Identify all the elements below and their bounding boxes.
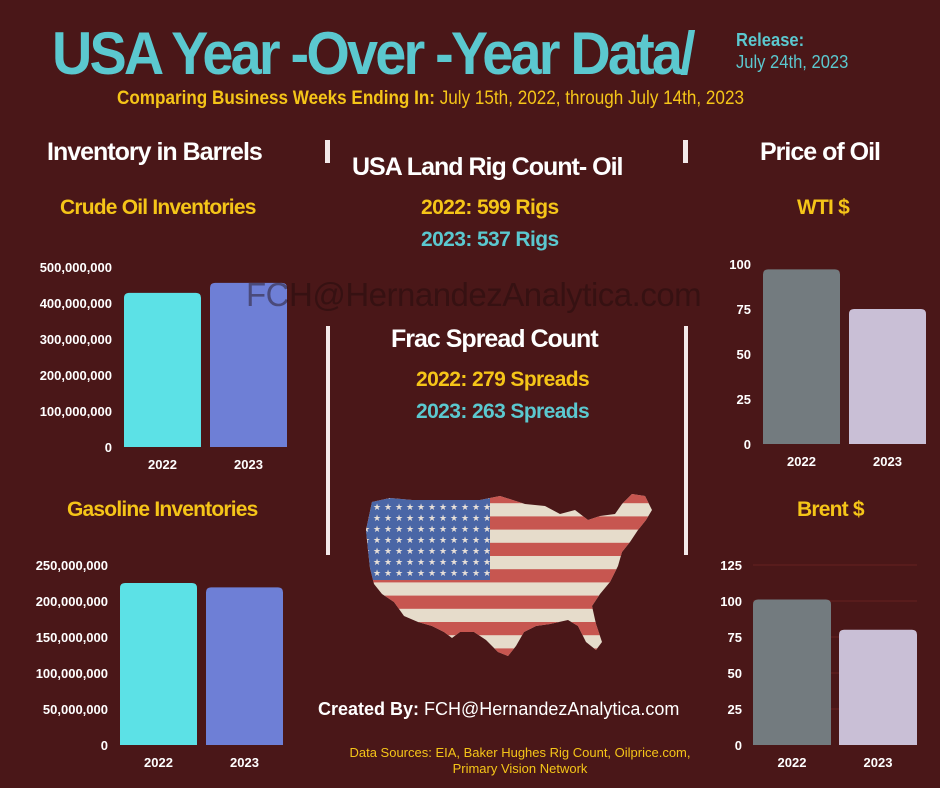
release-date: July 24th, 2023 (736, 52, 849, 72)
watermark: FCH@HernandezAnalytica.com (246, 276, 702, 313)
x-tick-label: 2023 (230, 755, 259, 770)
y-tick-label: 400,000,000 (40, 296, 112, 311)
y-tick-label: 75 (737, 302, 751, 317)
flag-stripe-red (366, 648, 652, 656)
data-sources: Data Sources: EIA, Baker Hughes Rig Coun… (330, 745, 710, 777)
x-tick-label: 2023 (234, 457, 263, 472)
brent-chart-title: Brent $ (797, 498, 865, 521)
frac-heading: Frac Spread Count (391, 325, 599, 353)
flag-stripe-red (366, 595, 652, 609)
divider-top-left (325, 140, 330, 163)
y-tick-label: 100,000,000 (40, 404, 112, 419)
created-by: Created By: FCH@HernandezAnalytica.com (318, 699, 679, 720)
divider-top-right (683, 140, 688, 163)
data-sources-line-1: Data Sources: EIA, Baker Hughes Rig Coun… (349, 745, 691, 760)
y-tick-label: 50 (728, 666, 742, 681)
bar-crude-2023 (210, 282, 287, 447)
subtitle: Comparing Business Weeks Ending In: July… (117, 88, 744, 110)
created-by-label: Created By: (318, 699, 420, 719)
wti-chart-title: WTI $ (797, 196, 850, 219)
bar-wti-2022 (763, 269, 840, 444)
x-tick-label: 2023 (864, 755, 893, 770)
subtitle-bold: Comparing Business Weeks Ending In: (117, 88, 435, 109)
release-label: Release: (736, 30, 805, 50)
price-heading: Price of Oil (760, 138, 881, 166)
data-sources-line-2: Primary Vision Network (452, 761, 588, 776)
y-tick-label: 250,000,000 (36, 558, 108, 573)
bar-wti-2023 (849, 309, 926, 444)
divider-right (684, 326, 688, 555)
created-by-email: FCH@HernandezAnalytica.com (419, 699, 680, 719)
y-tick-label: 75 (728, 630, 742, 645)
y-tick-label: 0 (744, 437, 751, 452)
rig-count-2022: 2022: 599 Rigs (421, 196, 559, 219)
y-tick-label: 50,000,000 (43, 702, 108, 717)
gasoline-chart-title: Gasoline Inventories (67, 498, 258, 521)
frac-count-2023: 2023: 263 Spreads (416, 400, 590, 423)
brent-chart: 0 25 50 75 100 125 2022 2023 (720, 558, 917, 770)
x-tick-label: 2023 (873, 454, 902, 469)
y-tick-label: 50 (737, 347, 751, 362)
page-title: USA Year -Over -Year Data/ (52, 20, 696, 87)
y-tick-label: 25 (737, 392, 751, 407)
y-tick-label: 100,000,000 (36, 666, 108, 681)
rig-count-2023: 2023: 537 Rigs (421, 228, 559, 251)
y-tick-label: 125 (720, 558, 742, 573)
y-tick-label: 500,000,000 (40, 260, 112, 275)
y-tick-label: 150,000,000 (36, 630, 108, 645)
rig-count-heading: USA Land Rig Count- Oil (352, 153, 623, 181)
x-tick-label: 2022 (144, 755, 173, 770)
crude-oil-chart: 0 100,000,000 200,000,000 300,000,000 400,00… (40, 260, 287, 472)
crude-chart-title: Crude Oil Inventories (60, 196, 256, 219)
bar-crude-2022 (124, 292, 201, 447)
bar-gasoline-2023 (206, 587, 283, 745)
gasoline-chart: 0 50,000,000 100,000,000 150,000,000 200,000… (36, 558, 283, 770)
y-tick-label: 0 (735, 738, 742, 753)
x-tick-label: 2022 (787, 454, 816, 469)
bar-brent-2022 (753, 599, 831, 745)
y-tick-label: 200,000,000 (36, 594, 108, 609)
y-tick-label: 0 (105, 440, 112, 455)
x-tick-label: 2022 (778, 755, 807, 770)
frac-count-2022: 2022: 279 Spreads (416, 368, 590, 391)
y-tick-label: 25 (728, 702, 742, 717)
flag-stripe-red (366, 622, 652, 636)
y-tick-label: 0 (101, 738, 108, 753)
divider-left (326, 326, 330, 555)
inventory-heading: Inventory in Barrels (47, 138, 263, 166)
y-tick-label: 300,000,000 (40, 332, 112, 347)
x-tick-label: 2022 (148, 457, 177, 472)
bar-brent-2023 (839, 629, 917, 745)
wti-chart: 0 25 50 75 100 2022 2023 (729, 257, 926, 469)
y-tick-label: 100 (729, 257, 751, 272)
y-tick-label: 100 (720, 594, 742, 609)
subtitle-dates: July 15th, 2022, through July 14th, 2023 (434, 88, 744, 109)
usa-flag-map-icon: ★ (366, 494, 652, 656)
bar-gasoline-2022 (120, 583, 197, 745)
y-tick-label: 200,000,000 (40, 368, 112, 383)
